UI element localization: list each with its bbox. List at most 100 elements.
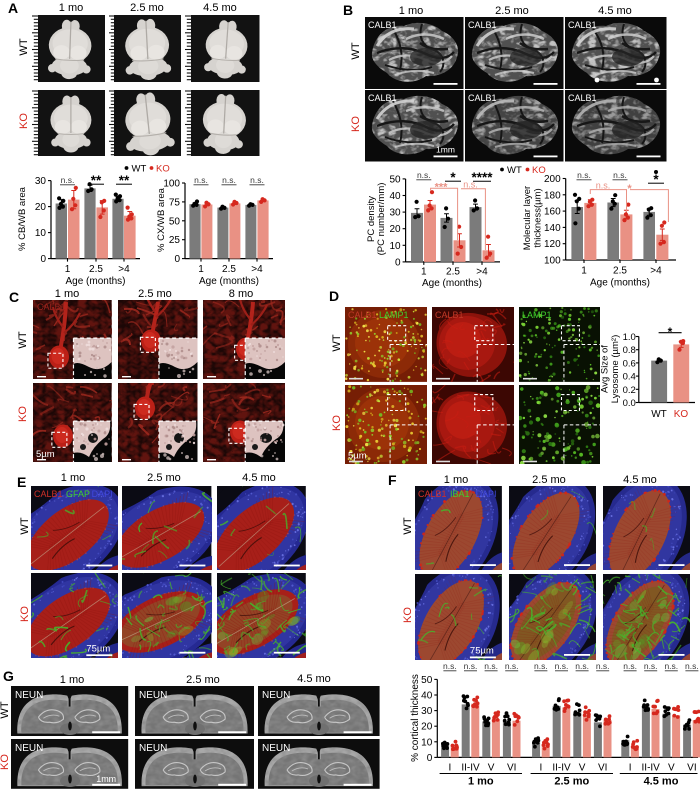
- svg-text:0.8: 0.8: [623, 345, 636, 356]
- svg-text:0: 0: [395, 257, 401, 268]
- svg-text:NEUN: NEUN: [139, 743, 167, 754]
- svg-text:0.4: 0.4: [623, 372, 636, 383]
- svg-text:20: 20: [35, 202, 47, 213]
- svg-text:120: 120: [544, 239, 561, 250]
- svg-text:n.s.: n.s.: [417, 170, 431, 180]
- svg-text:(PC number/mm): (PC number/mm): [376, 183, 387, 256]
- svg-text:>4: >4: [650, 266, 662, 277]
- svg-text:>4: >4: [251, 264, 263, 275]
- svg-text:0: 0: [427, 753, 433, 764]
- svg-text:1.0: 1.0: [623, 332, 636, 343]
- svg-text:CALB1: CALB1: [368, 20, 397, 30]
- svg-text:LAMP1: LAMP1: [522, 310, 551, 320]
- svg-text:25: 25: [169, 235, 181, 246]
- svg-text:1: 1: [65, 264, 71, 275]
- svg-text:CALB1: CALB1: [34, 488, 62, 498]
- svg-text:*: *: [627, 183, 632, 195]
- svg-text:20: 20: [421, 722, 433, 733]
- svg-text:CALB1: CALB1: [418, 489, 446, 499]
- svg-text:II-IV: II-IV: [552, 763, 571, 774]
- svg-text:WT: WT: [651, 409, 667, 420]
- svg-text:1 mo: 1 mo: [468, 776, 494, 788]
- svg-text:CALB1: CALB1: [348, 310, 376, 320]
- svg-text:V: V: [579, 763, 586, 774]
- svg-text:40: 40: [389, 191, 401, 202]
- svg-text:n.s.: n.s.: [575, 661, 589, 671]
- svg-text:VI: VI: [687, 763, 696, 774]
- svg-text:n.s.: n.s.: [613, 170, 627, 180]
- svg-text:CALB1: CALB1: [468, 20, 497, 30]
- svg-text:CALB1: CALB1: [568, 93, 597, 103]
- svg-text:n.s.: n.s.: [644, 661, 658, 671]
- svg-text:1mm: 1mm: [97, 774, 117, 784]
- svg-text:V: V: [668, 763, 675, 774]
- svg-text:n.s.: n.s.: [577, 170, 591, 180]
- svg-text:Molecular layer: Molecular layer: [522, 186, 533, 250]
- svg-text:n.s.: n.s.: [250, 175, 264, 185]
- svg-text:75µm: 75µm: [86, 643, 110, 654]
- svg-text:100: 100: [163, 179, 180, 190]
- svg-text:n.s.: n.s.: [464, 661, 478, 671]
- svg-text:I: I: [449, 763, 452, 774]
- svg-text:160: 160: [544, 207, 561, 218]
- svg-text:0.6: 0.6: [623, 358, 636, 369]
- svg-text:n.s.: n.s.: [596, 661, 610, 671]
- svg-text:II-IV: II-IV: [461, 763, 480, 774]
- svg-text:IBA1: IBA1: [450, 489, 469, 499]
- svg-text:n.s.: n.s.: [443, 661, 457, 671]
- svg-text:180: 180: [544, 190, 561, 201]
- svg-text:NEUN: NEUN: [15, 690, 43, 701]
- svg-text:10: 10: [35, 228, 47, 239]
- svg-text:KO: KO: [674, 409, 689, 420]
- svg-text:30: 30: [35, 176, 47, 187]
- svg-text:50: 50: [421, 675, 433, 686]
- svg-text:5µm: 5µm: [348, 450, 367, 461]
- svg-text:KO: KO: [532, 165, 546, 176]
- svg-text:NEUN: NEUN: [262, 743, 290, 754]
- svg-text:50: 50: [169, 216, 181, 227]
- svg-text:n.s.: n.s.: [555, 661, 569, 671]
- svg-text:2.5: 2.5: [222, 264, 236, 275]
- svg-text:****: ****: [471, 170, 493, 185]
- svg-text:% CB/WB area: % CB/WB area: [17, 186, 28, 251]
- svg-text:KO: KO: [156, 164, 170, 175]
- svg-text:n.s.: n.s.: [484, 661, 498, 671]
- svg-text:Age (months): Age (months): [65, 276, 125, 287]
- svg-text:*: *: [668, 325, 673, 339]
- svg-text:Avg Size of: Avg Size of: [600, 345, 611, 393]
- svg-text:50: 50: [389, 174, 401, 185]
- svg-text:n.s.: n.s.: [534, 661, 548, 671]
- svg-text:**: **: [119, 173, 130, 188]
- svg-text:1: 1: [198, 264, 204, 275]
- svg-text:>4: >4: [476, 266, 488, 277]
- svg-text:n.s.: n.s.: [664, 661, 678, 671]
- svg-text:75: 75: [169, 197, 181, 208]
- svg-text:75µm: 75µm: [470, 645, 494, 656]
- svg-text:CALB1: CALB1: [568, 20, 597, 30]
- svg-text:PC density: PC density: [366, 196, 377, 242]
- svg-text:2.5: 2.5: [446, 266, 460, 277]
- svg-text:2.5 mo: 2.5 mo: [554, 776, 589, 788]
- svg-text:n.s.: n.s.: [623, 661, 637, 671]
- svg-text:5µm: 5µm: [36, 448, 55, 459]
- svg-text:NEUN: NEUN: [262, 690, 290, 701]
- svg-text:Lysosome (µm²): Lysosome (µm²): [610, 335, 621, 403]
- svg-text:CALB1: CALB1: [368, 93, 397, 103]
- svg-text:Age (months): Age (months): [590, 278, 650, 289]
- svg-text:0: 0: [174, 254, 180, 265]
- svg-text:n.s.: n.s.: [685, 661, 699, 671]
- svg-text:n.s.: n.s.: [463, 180, 478, 190]
- svg-text:V: V: [488, 763, 495, 774]
- svg-text:Age (months): Age (months): [199, 276, 259, 287]
- svg-text:% cortical thickness: % cortical thickness: [410, 674, 421, 762]
- svg-text:30: 30: [389, 208, 401, 219]
- svg-text:4.5 mo: 4.5 mo: [644, 776, 679, 788]
- svg-text:LAMP1: LAMP1: [379, 310, 408, 320]
- svg-text:>4: >4: [118, 264, 130, 275]
- svg-text:1: 1: [421, 266, 427, 277]
- svg-text:n.s.: n.s.: [61, 175, 75, 185]
- svg-text:I: I: [540, 763, 543, 774]
- svg-text:VI: VI: [598, 763, 607, 774]
- svg-text:**: **: [91, 173, 102, 188]
- svg-text:*: *: [653, 172, 659, 187]
